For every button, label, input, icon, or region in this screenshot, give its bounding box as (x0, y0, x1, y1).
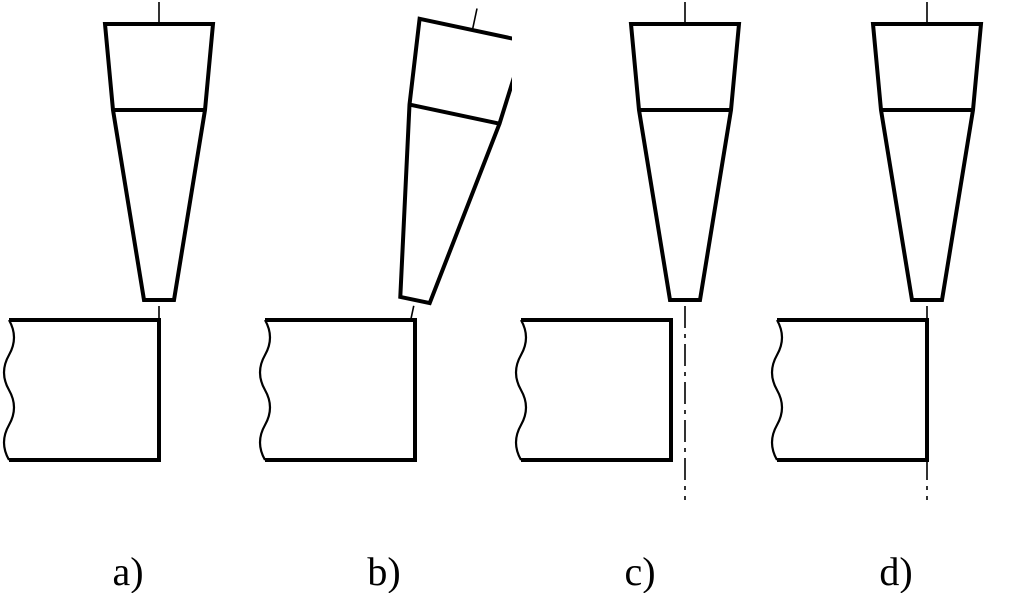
label-text: d) (879, 549, 912, 593)
panel-c (512, 0, 768, 520)
label-b: b) (256, 548, 512, 593)
panel-b (256, 0, 512, 520)
label-text: a) (112, 549, 143, 593)
label-a: a) (0, 548, 256, 593)
label-text: b) (367, 549, 400, 593)
diagram-page: a) b) c) d) (0, 0, 1024, 593)
label-text: c) (624, 549, 655, 593)
panel-d (768, 0, 1024, 520)
label-c: c) (512, 548, 768, 593)
label-d: d) (768, 548, 1024, 593)
panel-a (0, 0, 256, 520)
